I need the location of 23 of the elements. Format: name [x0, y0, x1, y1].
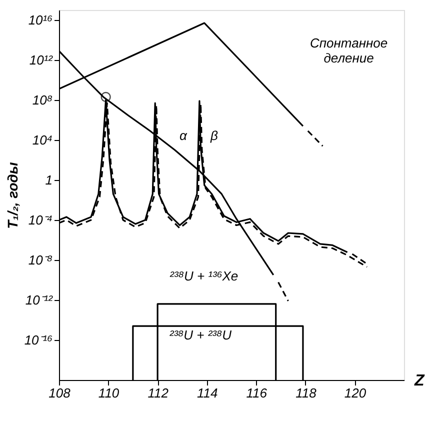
- y-tick-label: 10⁻¹⁶: [24, 332, 54, 348]
- annotation: Спонтанное деление: [310, 35, 388, 66]
- y-tick-label: 1: [45, 172, 52, 188]
- x-tick-label: 116: [246, 386, 268, 400]
- y-tick-label: 10⁸: [32, 92, 53, 108]
- annotation: α: [179, 128, 188, 143]
- x-tick-label: 114: [196, 386, 218, 400]
- annotation: β: [210, 128, 219, 143]
- x-tick-label: 120: [344, 386, 367, 400]
- x-axis-title: Z: [414, 372, 426, 390]
- x-tick-label: 112: [148, 386, 170, 400]
- x-tick-label: 118: [296, 386, 318, 400]
- x-tick-label: 110: [98, 386, 120, 400]
- y-tick-label: 10⁴: [32, 132, 52, 148]
- x-tick-label: 108: [48, 386, 72, 400]
- y-tick-label: 10¹²: [29, 52, 54, 68]
- annotation: ²³⁸U + ¹³⁶Xe: [170, 268, 238, 284]
- y-axis-title: T₁/₂, годы: [4, 162, 20, 229]
- y-tick-label: 10⁻⁴: [28, 212, 52, 228]
- annotation: ²³⁸U + ²³⁸U: [169, 328, 232, 343]
- y-tick-label: 10⁻¹²: [25, 292, 54, 308]
- y-tick-label: 10¹⁶: [28, 12, 54, 28]
- y-tick-label: 10⁻⁸: [28, 252, 53, 268]
